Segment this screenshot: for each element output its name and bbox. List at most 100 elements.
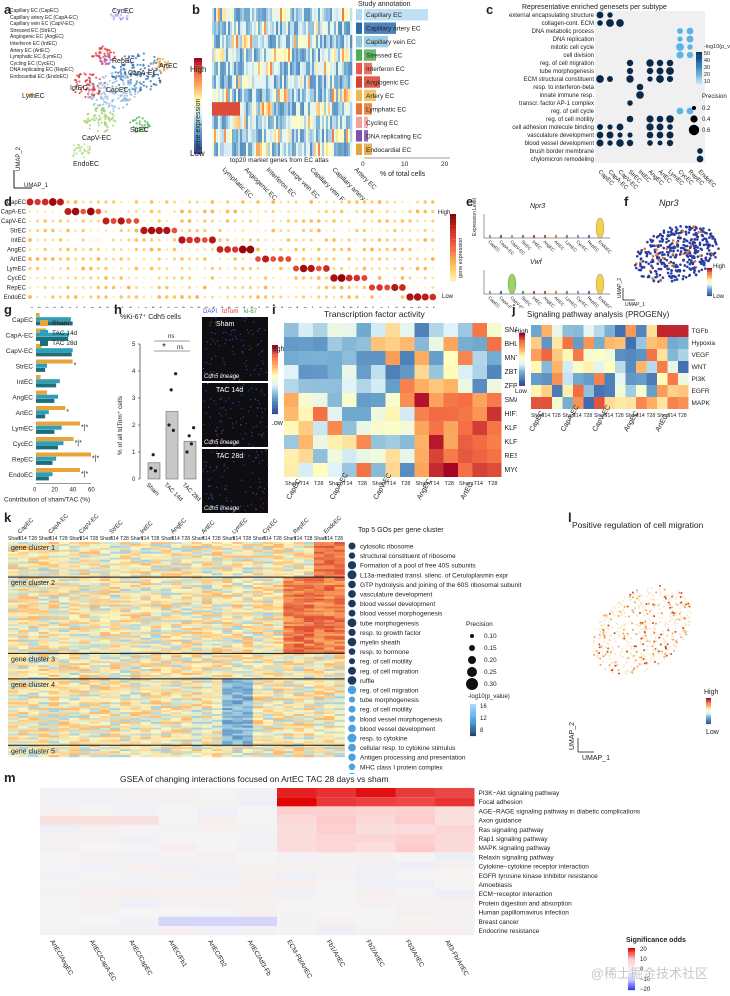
- cell-point: [87, 92, 90, 95]
- heat-cell: [232, 559, 243, 562]
- violin: [565, 234, 569, 239]
- colorbar-step: [450, 219, 456, 223]
- heat-cell: [293, 604, 304, 607]
- violin: [543, 290, 547, 295]
- heat-cell: [38, 561, 49, 564]
- micro-speck: [260, 351, 263, 353]
- heat-cell: [130, 567, 141, 570]
- heat-cell: [252, 620, 264, 623]
- heat-cell: [38, 583, 49, 586]
- dot: [180, 248, 184, 251]
- heat-cell: [181, 612, 192, 615]
- colorbar-step: [272, 388, 278, 392]
- heat-cell: [604, 385, 615, 397]
- heat-cell: [99, 563, 111, 566]
- heat-cell: [326, 34, 329, 49]
- micro-label: Cdh5 lineage: [204, 506, 240, 512]
- colorbar-step: [519, 333, 525, 336]
- dot: [340, 238, 343, 242]
- heat-cell: [288, 61, 291, 76]
- heat-cell: [280, 48, 283, 63]
- colorbar-step: [194, 151, 202, 155]
- heat-cell: [120, 579, 131, 582]
- micro-speck: [248, 389, 250, 392]
- legend-tick: 10: [704, 79, 710, 85]
- dot: [386, 295, 389, 299]
- heat-cell: [303, 592, 315, 595]
- dot: [378, 210, 381, 213]
- heat-cell: [161, 561, 172, 564]
- heat-cell: [59, 561, 70, 564]
- cell-point: [85, 88, 88, 91]
- heat-cell: [324, 569, 335, 572]
- heat-cell: [222, 577, 233, 580]
- axis-title: Contribution of sham/TAC (%): [4, 497, 90, 504]
- heat-cell: [242, 48, 245, 63]
- heat-cell: [110, 594, 121, 597]
- heat-cell: [263, 596, 274, 599]
- dot: [400, 276, 405, 280]
- heat-cell: [244, 8, 247, 22]
- heat-cell: [330, 21, 333, 36]
- cell-point: [105, 62, 108, 65]
- heat-cell: [298, 379, 313, 393]
- heat-cell: [214, 115, 217, 130]
- heat-cell: [268, 115, 271, 130]
- dot: [292, 265, 300, 272]
- dot: [309, 200, 314, 204]
- dot: [195, 248, 199, 251]
- annotation-label: DNA replicating EC: [366, 133, 422, 140]
- heat-cell: [214, 21, 217, 36]
- heat-cell: [48, 545, 60, 549]
- panel-a-legend: Capillary EC (CapEC) Capillary artery EC …: [10, 8, 100, 81]
- heat-cell: [324, 557, 335, 560]
- dot: [111, 285, 116, 290]
- heat-cell: [140, 616, 151, 619]
- cell-point: [102, 110, 105, 113]
- timepoint-label: Sham: [161, 536, 174, 542]
- heat-cell: [69, 620, 80, 623]
- bar: [36, 406, 66, 410]
- panel-i-label: i: [272, 302, 276, 317]
- heat-cell: [110, 573, 121, 576]
- heat-cell: [130, 606, 141, 609]
- heat-cell: [312, 34, 315, 49]
- heat-cell: [110, 602, 121, 605]
- heat-cell: [28, 604, 39, 607]
- heat-cell: [181, 569, 192, 572]
- heat-cell: [242, 553, 253, 556]
- micro-speck: [220, 421, 222, 423]
- heat-cell: [284, 8, 287, 22]
- cell-point: [652, 234, 656, 238]
- heat-cell: [273, 588, 284, 592]
- heat-cell: [338, 88, 341, 103]
- heat-cell: [313, 379, 328, 393]
- heat-cell: [273, 551, 284, 554]
- cell-point: [672, 262, 676, 265]
- cell-point: [108, 119, 111, 123]
- x-caption: top20 market genes from EC atlas: [230, 157, 329, 164]
- cell-point: [86, 149, 89, 153]
- heat-cell: [242, 585, 253, 588]
- heat-cell: [283, 563, 294, 566]
- heat-cell: [678, 397, 689, 409]
- heat-cell: [303, 542, 315, 545]
- gene-label: Aqp1: [28, 306, 41, 308]
- dot: [676, 43, 684, 51]
- timepoint-label: T14: [343, 481, 352, 487]
- heat-cell: [201, 612, 213, 615]
- heat-cell: [69, 573, 80, 576]
- heat-cell: [130, 616, 141, 619]
- heat-cell: [263, 575, 274, 578]
- heat-cell: [230, 142, 233, 157]
- heat-cell: [240, 61, 243, 76]
- heat-cell: [292, 115, 295, 130]
- cell-point: [109, 111, 112, 114]
- cell-point: [653, 244, 656, 248]
- heat-cell: [334, 620, 345, 623]
- dot: [43, 247, 47, 252]
- dot: [218, 257, 222, 261]
- term-label: DNA metabolic process: [532, 29, 594, 35]
- heat-cell: [318, 48, 321, 63]
